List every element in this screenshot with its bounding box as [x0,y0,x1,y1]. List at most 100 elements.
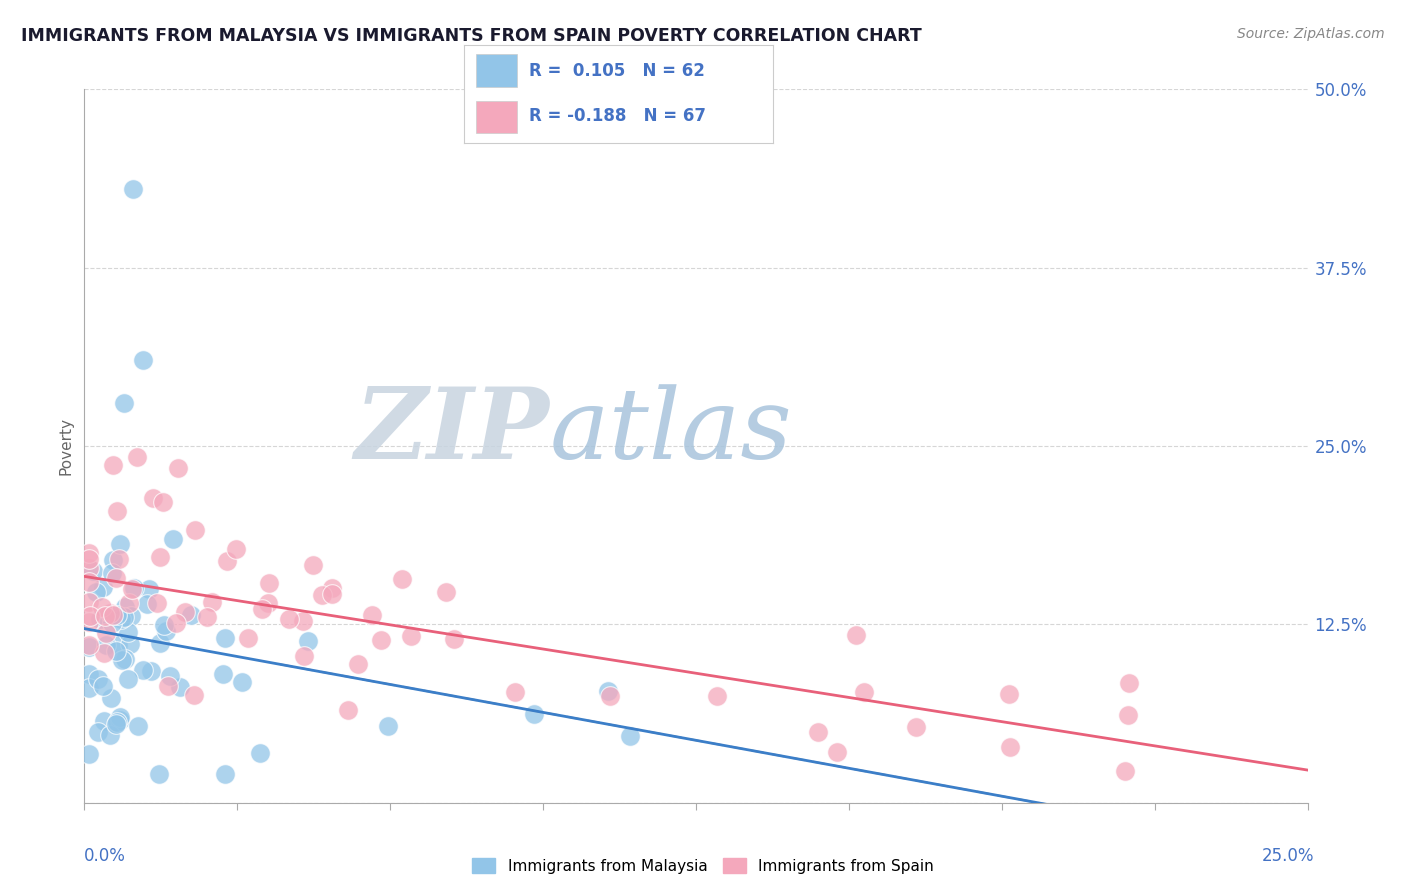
Point [105,714,128,729]
Text: 25.0%: 25.0% [1263,847,1315,865]
Point [321,581,343,595]
Point [311,588,333,602]
Point [79,609,101,624]
Point [434,585,457,599]
Point [297,633,319,648]
Point [77,747,100,762]
Point [117,672,139,686]
Point [82,564,104,578]
Point [212,667,235,681]
Point [142,491,165,505]
Y-axis label: Poverty: Poverty [58,417,73,475]
Point [337,703,360,717]
Text: R = -0.188   N = 67: R = -0.188 N = 67 [529,107,706,125]
Point [132,663,155,677]
Point [214,767,236,781]
Point [159,669,181,683]
Point [77,561,100,575]
Point [77,638,100,652]
Point [169,680,191,694]
Point [77,546,100,560]
Point [100,606,122,620]
Point [91,580,114,594]
Point [105,607,128,622]
Point [122,581,145,595]
Point [180,608,202,623]
Point [997,687,1019,701]
Point [104,571,127,585]
Point [125,450,148,464]
Point [77,666,100,681]
Point [93,714,115,728]
Point [167,461,190,475]
Point [807,725,830,739]
Point [121,582,143,597]
Point [77,552,100,566]
Point [443,632,465,646]
Text: Source: ZipAtlas.com: Source: ZipAtlas.com [1237,27,1385,41]
FancyBboxPatch shape [477,101,516,133]
Point [183,523,205,537]
Point [112,610,135,624]
Point [89,612,111,626]
Point [105,504,128,518]
Point [149,636,172,650]
Point [256,596,278,610]
Point [399,629,422,643]
Point [165,616,187,631]
Point [146,596,169,610]
Text: atlas: atlas [550,384,792,479]
Point [132,353,155,368]
Point [370,632,392,647]
Point [98,728,121,742]
Point [225,542,247,557]
Point [238,631,260,645]
Point [77,595,100,609]
Point [214,631,236,645]
Point [249,746,271,760]
Point [108,713,131,727]
Point [827,745,849,759]
Point [94,625,117,640]
Point [278,612,301,626]
Point [100,615,122,630]
Point [118,596,141,610]
Point [114,599,136,614]
Point [152,494,174,508]
Point [101,458,124,473]
Point [391,573,413,587]
Point [257,576,280,591]
Point [93,646,115,660]
Point [94,609,117,624]
Point [120,609,142,624]
Point [292,648,315,663]
Point [112,396,135,410]
Point [231,674,253,689]
Point [122,182,145,196]
Point [100,566,122,581]
Point [853,685,876,699]
Point [1116,708,1139,723]
Text: 0.0%: 0.0% [84,847,127,865]
Point [291,615,314,629]
Point [156,679,179,693]
Point [302,558,325,573]
Point [136,597,159,611]
Point [87,724,110,739]
Point [139,664,162,678]
Point [252,602,274,616]
Point [77,615,100,629]
Point [155,624,177,639]
Point [503,685,526,699]
Point [174,605,197,619]
Point [101,607,124,622]
Point [110,710,132,724]
Point [104,644,127,658]
FancyBboxPatch shape [477,54,516,87]
Point [152,617,174,632]
Point [195,610,218,624]
Point [77,640,100,654]
Point [114,651,136,665]
Point [118,637,141,651]
Point [101,553,124,567]
